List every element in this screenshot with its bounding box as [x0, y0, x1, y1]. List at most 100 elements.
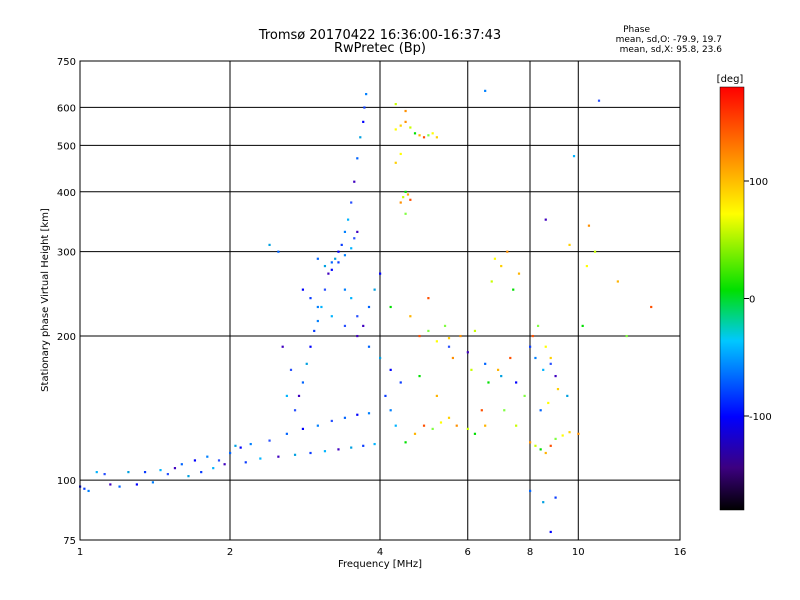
data-point: [542, 368, 545, 371]
data-point: [297, 394, 301, 398]
data-point: [343, 230, 347, 233]
data-point: [159, 469, 162, 472]
colorbar-tick-label: -100: [749, 412, 772, 423]
data-point: [399, 124, 402, 127]
data-point: [320, 305, 323, 309]
data-point: [500, 374, 503, 378]
data-point: [506, 250, 509, 253]
data-point: [346, 218, 350, 221]
data-point: [554, 496, 557, 499]
data-point: [362, 120, 365, 123]
data-point: [480, 409, 483, 412]
data-point: [435, 136, 438, 139]
data-point: [534, 444, 537, 447]
data-point: [323, 450, 327, 453]
data-point: [561, 434, 564, 437]
data-point: [301, 427, 305, 431]
x-tick-label: 6: [465, 547, 471, 558]
data-point: [229, 451, 232, 455]
data-point: [554, 437, 557, 440]
data-point: [422, 136, 426, 139]
data-point: [422, 424, 426, 427]
data-point: [529, 441, 532, 444]
data-point: [549, 356, 552, 360]
data-point: [151, 481, 155, 484]
data-point: [473, 329, 477, 333]
data-point: [496, 368, 500, 371]
data-point: [515, 381, 518, 384]
data-point: [327, 272, 330, 275]
y-tick-label: 750: [57, 57, 76, 68]
data-point: [435, 394, 438, 398]
data-point: [362, 324, 365, 328]
data-point: [459, 334, 462, 338]
grid-lines: [80, 61, 680, 540]
data-point: [404, 441, 407, 444]
data-point: [616, 280, 619, 283]
data-point: [316, 305, 319, 309]
data-point: [435, 340, 438, 343]
data-point: [409, 315, 412, 318]
data-point: [193, 459, 197, 462]
data-point: [531, 334, 534, 338]
data-point: [281, 345, 284, 348]
y-tick-label: 500: [57, 141, 76, 152]
y-axis-ticks: 75 100 200 300 400 500 600 750: [57, 57, 76, 547]
data-point: [356, 334, 359, 338]
data-point: [539, 409, 542, 412]
data-point: [466, 351, 469, 354]
data-point: [515, 424, 518, 427]
data-point: [517, 272, 521, 275]
data-point: [544, 218, 547, 221]
data-point: [447, 416, 451, 419]
data-point: [363, 106, 366, 109]
data-point: [447, 337, 451, 340]
x-tick-label: 16: [674, 547, 687, 558]
data-point: [343, 416, 347, 419]
data-point: [404, 212, 407, 215]
data-point: [244, 461, 247, 464]
data-point: [379, 356, 382, 360]
data-point: [343, 324, 347, 328]
y-tick-label: 75: [63, 536, 76, 547]
data-point: [379, 272, 382, 275]
data-point: [289, 368, 293, 371]
colorbar-ticks: 100 0 -100: [744, 177, 772, 423]
data-point: [362, 444, 365, 447]
data-point: [447, 345, 451, 348]
data-point: [356, 157, 359, 160]
data-point: [334, 257, 337, 260]
data-point: [359, 136, 362, 139]
data-point: [625, 334, 628, 338]
data-point: [109, 483, 112, 486]
data-point: [431, 132, 434, 135]
data-point: [484, 362, 487, 365]
data-point: [484, 89, 487, 92]
data-point: [83, 487, 86, 490]
data-point: [542, 501, 545, 504]
y-tick-label: 400: [57, 188, 76, 199]
data-point: [305, 362, 308, 365]
data-point: [337, 448, 340, 451]
data-point: [523, 394, 526, 398]
data-point: [313, 329, 316, 333]
data-point: [509, 356, 512, 360]
x-tick-label: 1: [77, 547, 83, 558]
data-point: [500, 264, 503, 268]
colorbar-tick-label: 100: [749, 177, 768, 188]
data-point: [206, 455, 209, 458]
phase-info-o: mean, sd,O: -79.9, 19.7: [616, 35, 722, 45]
data-point: [323, 288, 327, 291]
data-point: [301, 288, 305, 291]
data-point: [539, 448, 542, 451]
x-tick-label: 8: [527, 547, 533, 558]
data-point: [473, 432, 477, 435]
data-point: [343, 254, 347, 257]
data-point: [389, 368, 392, 371]
data-point: [556, 387, 560, 391]
data-point: [373, 442, 376, 446]
data-point: [350, 446, 353, 449]
colorbar: [719, 86, 745, 511]
data-point: [568, 243, 571, 246]
